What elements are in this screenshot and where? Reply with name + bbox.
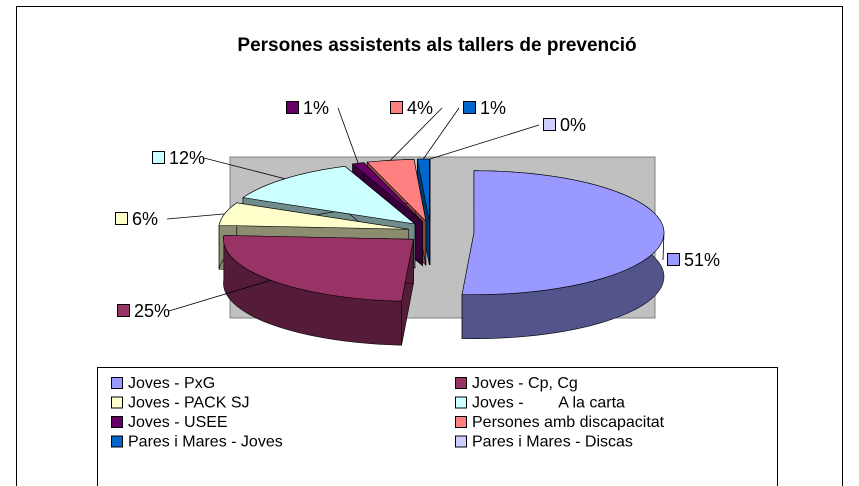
data-label: 25% [134,301,170,321]
slice-top [242,166,416,225]
leader-line [203,157,285,180]
leader-line [662,234,665,261]
slice-top [366,159,427,223]
data-label: 0% [560,115,586,135]
legend-label: Joves - PACK SJ [128,395,250,412]
slice-top [351,162,423,222]
data-label: 12% [169,148,205,168]
legend-key [455,416,467,428]
data-label: 1% [303,98,329,118]
legend-label: Joves - USEE [128,414,228,431]
pie-slice [461,170,665,339]
leader-line [168,279,272,312]
data-label: 51% [684,250,720,270]
legend-label: Pares i Mares - Joves [128,434,283,451]
leader-line [337,107,359,164]
legend-key [455,396,467,409]
legend-label: Joves - Cp, Cg [472,375,578,392]
legend [97,367,778,486]
label-key [543,118,556,131]
chart-title: Persones assistents als tallers de preve… [237,35,636,56]
data-label: 1% [480,98,506,118]
legend-key [455,435,467,448]
slice-top [218,202,409,230]
label-key [463,101,476,114]
legend-label: Pares i Mares - Discas [472,434,633,451]
legend-label: Joves - A la carta [472,395,625,412]
label-key [286,101,299,114]
legend-key [455,377,467,389]
legend-key [111,416,123,428]
legend-key [111,377,123,389]
label-key [152,151,165,164]
label-key [390,101,403,114]
legend-label: Persones amb discapacitat [472,414,665,431]
label-key [667,253,680,266]
label-key [115,212,128,225]
label-key [117,304,130,317]
data-label: 6% [132,209,158,229]
data-label: 4% [407,98,433,118]
legend-key [111,435,123,448]
leader-line [166,213,225,220]
leader-line [429,124,540,160]
leader-line [389,107,443,161]
legend-label: Joves - PxG [128,375,215,392]
legend-key [111,396,123,409]
leader-line [423,107,460,160]
